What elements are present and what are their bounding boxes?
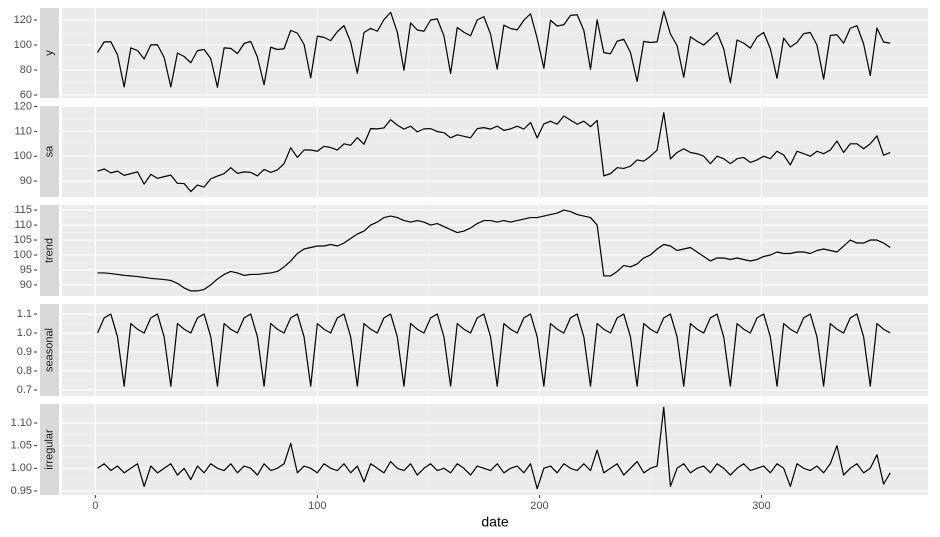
- series-line: [97, 406, 891, 490]
- strip-label: sa: [43, 145, 55, 158]
- y-tick-label: 80: [20, 64, 32, 76]
- x-tick-label: 300: [752, 500, 770, 512]
- strip-label: trend: [43, 238, 55, 263]
- panel-background: [62, 205, 928, 296]
- panel-background: [62, 8, 928, 98]
- strip: [40, 404, 59, 495]
- y-tick-label: 1.05: [11, 440, 32, 452]
- y-tick-label: 115: [14, 204, 32, 216]
- x-tick-label: 200: [530, 500, 548, 512]
- strip-label: seasonal: [43, 328, 55, 372]
- y-tick-label: 110: [14, 219, 32, 231]
- y-tick-label: 105: [14, 234, 32, 246]
- strip: [40, 106, 59, 197]
- y-tick-label: 90: [20, 279, 32, 291]
- y-tick-label: 0.7: [17, 384, 32, 396]
- panel-background: [62, 404, 928, 495]
- y-tick-label: 90: [20, 175, 32, 187]
- y-tick-label: 1.10: [11, 417, 32, 429]
- strip-label: irregular: [43, 429, 55, 470]
- y-tick-label: 1.0: [17, 327, 32, 339]
- y-tick-label: 0.8: [17, 365, 32, 377]
- y-tick-label: 120: [14, 14, 32, 26]
- y-tick-label: 0.95: [11, 485, 32, 497]
- y-tick-label: 95: [20, 264, 32, 276]
- x-tick-label: 0: [92, 500, 98, 512]
- y-tick-label: 60: [20, 89, 32, 101]
- y-tick-label: 1.00: [11, 462, 32, 474]
- y-tick-label: 100: [14, 39, 32, 51]
- series-line: [97, 209, 891, 292]
- strip: [40, 304, 59, 396]
- y-tick-label: 1.1: [17, 308, 32, 320]
- strip: [40, 8, 59, 98]
- y-tick-label: 100: [14, 150, 32, 162]
- strip: [40, 205, 59, 296]
- strip-label: y: [43, 50, 55, 56]
- y-tick-label: 100: [14, 249, 32, 261]
- series-line: [97, 10, 891, 88]
- series-line: [96, 313, 891, 387]
- y-tick-label: 0.9: [17, 346, 32, 358]
- y-tick-label: 120: [14, 100, 32, 112]
- panel-background: [62, 304, 928, 396]
- y-tick-label: 110: [14, 125, 32, 137]
- x-axis-title: date: [481, 514, 508, 530]
- series-line: [97, 112, 891, 193]
- x-tick-label: 100: [308, 500, 326, 512]
